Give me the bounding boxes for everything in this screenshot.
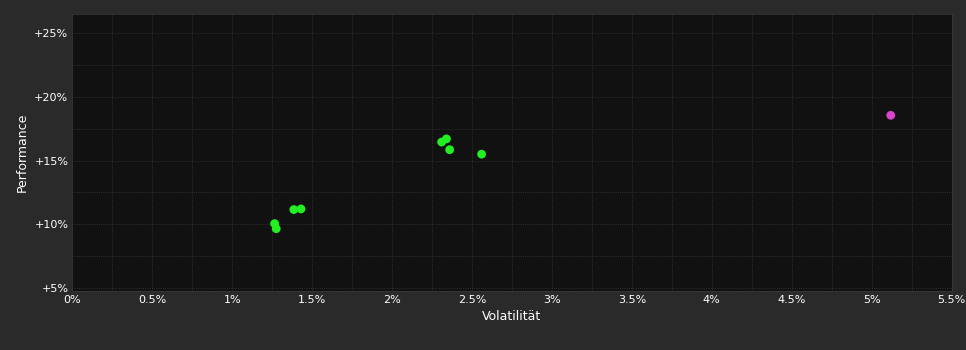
X-axis label: Volatilität: Volatilität [482,310,542,323]
Point [474,151,490,157]
Y-axis label: Performance: Performance [15,113,29,192]
Point [439,136,454,142]
Point [294,206,309,212]
Point [883,112,898,118]
Point [434,139,449,145]
Point [267,221,282,226]
Point [441,147,457,153]
Point [269,226,284,231]
Point [286,207,301,212]
